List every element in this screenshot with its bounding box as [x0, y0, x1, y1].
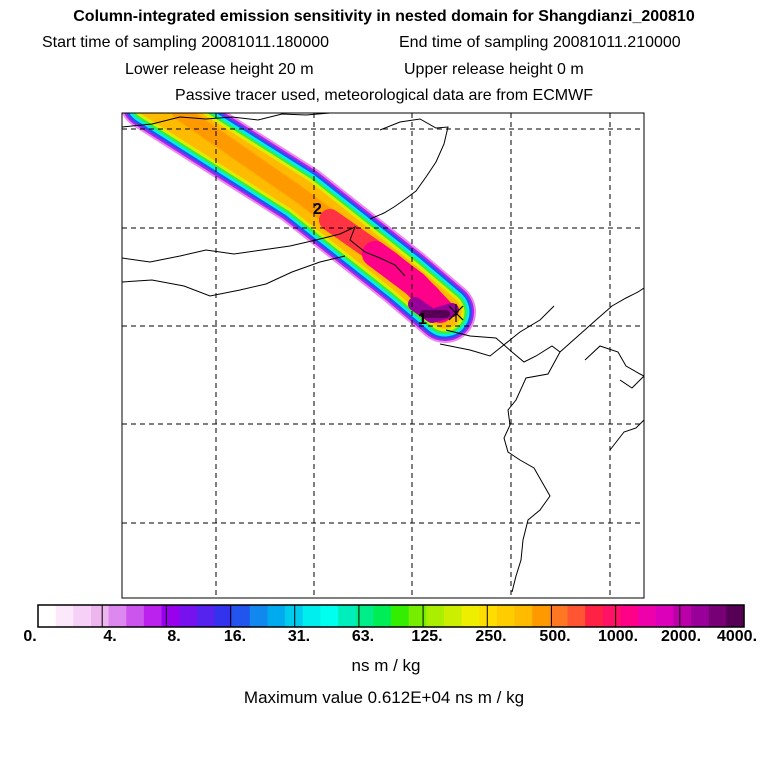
coast-liaodong — [559, 287, 644, 353]
map-label-2: 2 — [313, 201, 322, 218]
map-frame — [121, 112, 645, 599]
border-east-north — [369, 118, 449, 220]
colorbar-swatch — [726, 605, 745, 627]
colorbar-swatch — [638, 605, 657, 627]
colorbar-swatch — [673, 605, 692, 627]
colorbar-swatch — [708, 605, 727, 627]
end-time-caption: End time of sampling — [399, 34, 549, 51]
colorbar-frame — [37, 604, 745, 628]
border-mid — [122, 226, 406, 277]
map-area: 1 2 — [122, 113, 644, 598]
cb-tick-1: 4. — [103, 628, 117, 645]
colorbar-swatch — [338, 605, 357, 627]
colorbar — [38, 605, 745, 627]
end-time-value: 20081011.210000 — [552, 34, 681, 51]
cb-tick-3: 16. — [223, 628, 247, 645]
cb-tick-11: 4000. — [716, 628, 758, 645]
cb-tick-2: 8. — [167, 628, 181, 645]
colorbar-swatch — [514, 605, 533, 627]
plume — [122, 113, 476, 343]
colorbar-units: ns m / kg — [351, 656, 421, 675]
cb-tick-4: 31. — [287, 628, 311, 645]
upper-release-label: Upper release height 0 m — [404, 61, 584, 79]
colorbar-swatch — [461, 605, 480, 627]
coast-inland-east — [439, 305, 555, 357]
colorbar-swatch — [655, 605, 674, 627]
colorbar-swatch — [496, 605, 516, 627]
colorbar-swatch — [161, 605, 180, 627]
colorbar-swatch — [179, 605, 198, 627]
colorbar-swatch — [549, 605, 569, 627]
grid-lines — [122, 113, 644, 598]
colorbar-swatch — [443, 605, 463, 627]
plume-pink — [362, 241, 453, 323]
cb-tick-0: 0. — [23, 628, 37, 645]
colorbar-swatch — [126, 605, 145, 627]
lower-release-label: Lower release height 20 m — [125, 61, 314, 79]
cb-tick-9: 1000. — [597, 628, 639, 645]
cb-tick-10: 2000. — [660, 628, 702, 645]
upper-release-caption: Upper release height — [404, 61, 553, 78]
start-time-caption: Start time of sampling — [42, 34, 197, 51]
colorbar-swatch — [602, 605, 622, 627]
colorbar-swatch — [302, 605, 321, 627]
colorbar-swatch — [567, 605, 586, 627]
colorbar-swatch — [285, 605, 304, 627]
max-value-text: Maximum value 0.612E+04 ns m / kg — [243, 688, 525, 707]
coastlines — [122, 113, 644, 593]
colorbar-swatch — [355, 605, 374, 627]
plot-title: Column-integrated emission sensitivity i… — [73, 8, 695, 25]
colorbar-swatch — [408, 605, 427, 627]
upper-release-value: 0 m — [557, 61, 584, 78]
colorbar-swatch — [426, 605, 445, 627]
colorbar-swatch — [108, 605, 127, 627]
cb-tick-6: 125. — [411, 628, 443, 645]
receptor-marker — [448, 304, 464, 322]
border-north — [122, 113, 331, 128]
colorbar-swatch — [373, 605, 392, 627]
colorbar-swatch — [391, 605, 410, 627]
colorbar-swatch — [143, 605, 163, 627]
coast-bohai — [445, 329, 561, 593]
lower-release-caption: Lower release height — [125, 61, 274, 78]
cb-tick-8: 500. — [539, 628, 571, 645]
colorbar-swatch — [73, 605, 92, 627]
colorbar-swatch — [320, 605, 339, 627]
colorbar-swatch — [214, 605, 233, 627]
map-label-1: 1 — [418, 311, 427, 328]
colorbar-swatch — [585, 605, 604, 627]
start-time-label: Start time of sampling 20081011.180000 — [42, 34, 329, 52]
colorbar-swatch — [691, 605, 710, 627]
colorbar-swatch — [232, 605, 251, 627]
tracer-note: Passive tracer used, meteorological data… — [175, 87, 593, 104]
colorbar-swatch — [532, 605, 551, 627]
colorbar-swatch — [55, 605, 74, 627]
colorbar-swatch — [196, 605, 216, 627]
coast-korea — [584, 345, 644, 389]
colorbar-swatch — [38, 605, 57, 627]
colorbar-swatch — [90, 605, 110, 627]
cb-tick-5: 63. — [351, 628, 375, 645]
lower-release-value: 20 m — [278, 61, 314, 78]
colorbar-swatch — [479, 605, 498, 627]
cb-tick-7: 250. — [475, 628, 507, 645]
colorbar-swatch — [620, 605, 639, 627]
end-time-label: End time of sampling 20081011.210000 — [399, 34, 681, 52]
border-west — [122, 255, 346, 297]
colorbar-swatch — [249, 605, 269, 627]
start-time-value: 20081011.180000 — [201, 34, 330, 51]
colorbar-swatch — [267, 605, 286, 627]
